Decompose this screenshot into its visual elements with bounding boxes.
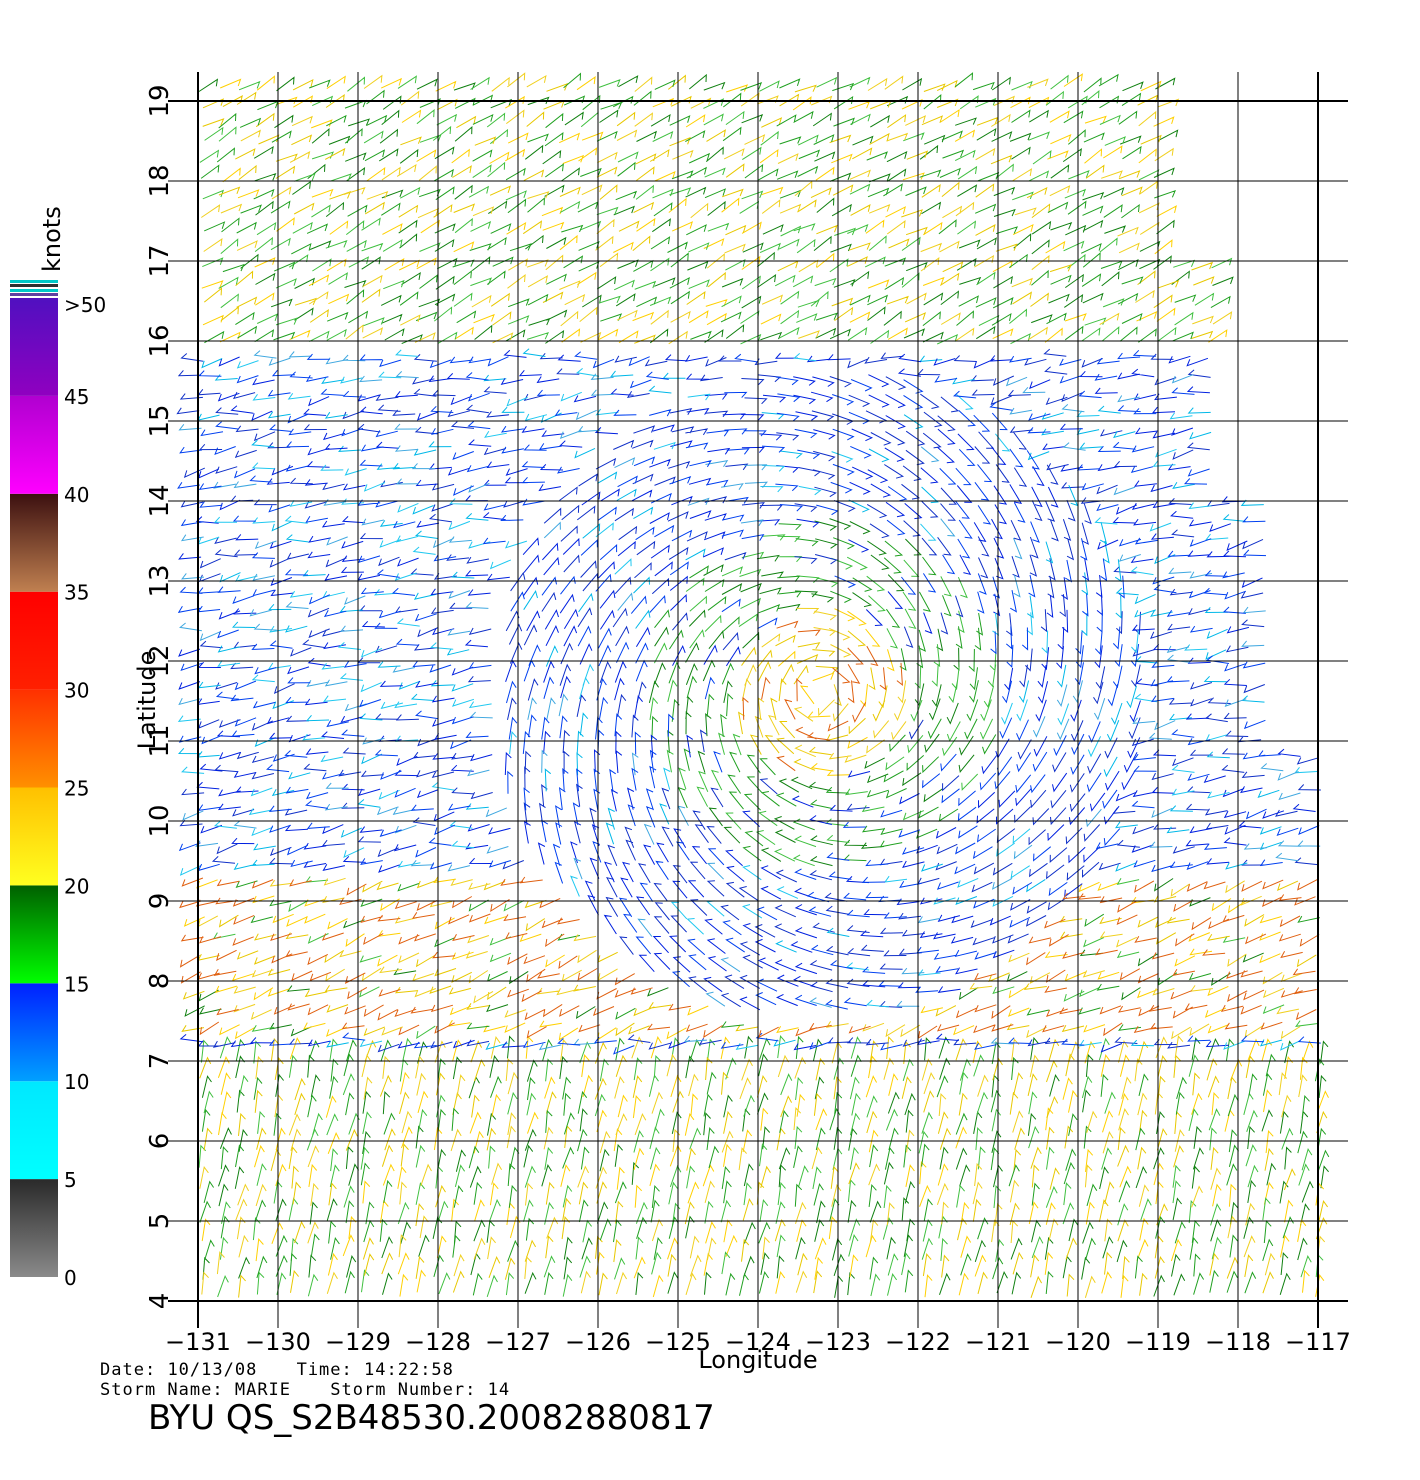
- colorbar-tick-label: 30: [64, 679, 89, 703]
- longitude-tick-labels: −131 −130 −129 −128 −127 −126 −125 −124 −123 −122…: [165, 1328, 1351, 1356]
- longitude-tick-label: −119: [1125, 1328, 1191, 1356]
- map-grid: [168, 72, 1348, 1328]
- colorbar-band: [10, 1179, 58, 1277]
- colorbar-tick-label: 10: [64, 1070, 89, 1094]
- latitude-tick-label: 6: [145, 1133, 175, 1150]
- colorbar-tick-label: 20: [64, 874, 89, 898]
- storm-number-value: 14: [487, 1380, 511, 1400]
- wind-barb-group: [177, 349, 1318, 1051]
- longitude-tick-label: −129: [325, 1328, 391, 1356]
- storm-info-line: Storm Name: MARIE Storm Number: 14: [100, 1380, 510, 1400]
- colorbar: 0 5 10 15 20 25 30 35 40 45 >50: [10, 280, 106, 1290]
- date-label: Date:: [100, 1360, 157, 1380]
- wind-barb-group: [199, 72, 1330, 1296]
- latitude-tick-label: 14: [145, 484, 175, 517]
- longitude-tick-label: −122: [885, 1328, 951, 1356]
- colorbar-cap: [10, 293, 58, 296]
- latitude-tick-label: 15: [145, 404, 175, 437]
- x-axis-label: Longitude: [698, 1346, 817, 1374]
- y-axis-label: Latitude: [133, 651, 161, 750]
- wind-barb-group: [198, 74, 1324, 1298]
- wind-barb-group: [178, 349, 1316, 1053]
- longitude-tick-label: −131: [165, 1328, 231, 1356]
- colorbar-tick-label: 15: [64, 972, 89, 996]
- latitude-tick-label: 8: [145, 973, 175, 990]
- longitude-tick-label: −120: [1045, 1328, 1111, 1356]
- latitude-tick-label: 19: [145, 84, 175, 117]
- wind-barbs: [176, 72, 1330, 1298]
- colorbar-band: [10, 983, 58, 1082]
- wind-barb-group: [177, 349, 1321, 1055]
- latitude-tick-label: 5: [145, 1213, 175, 1230]
- time-label: Time:: [296, 1360, 353, 1380]
- longitude-tick-label: −124: [725, 1328, 791, 1356]
- latitude-tick-label: 17: [145, 244, 175, 277]
- latitude-tick-label: 16: [145, 324, 175, 357]
- longitude-tick-label: −118: [1205, 1328, 1271, 1356]
- colorbar-tick-label: 40: [64, 483, 89, 507]
- latitude-tick-labels: 4 5 6 7 8 9 10 11 12 13 14 15 16 17 18 19: [145, 84, 175, 1309]
- latitude-tick-label: 10: [145, 804, 175, 837]
- latitude-tick-label: 12: [145, 644, 175, 677]
- longitude-tick-label: −128: [405, 1328, 471, 1356]
- colorbar-band: [10, 885, 58, 984]
- colorbar-cap: [10, 289, 58, 292]
- storm-number-label: Storm Number:: [330, 1380, 477, 1400]
- time-value: 14:22:58: [364, 1360, 454, 1380]
- colorbar-band: [10, 591, 58, 690]
- colorbar-band: [10, 1081, 58, 1180]
- longitude-tick-label: −125: [645, 1328, 711, 1356]
- longitude-tick-label: −130: [245, 1328, 311, 1356]
- colorbar-cap: [10, 284, 58, 287]
- storm-name-label: Storm Name:: [100, 1380, 224, 1400]
- colorbar-tick-label: 0: [64, 1266, 77, 1290]
- colorbar-cap: [10, 280, 58, 283]
- colorbar-band: [10, 787, 58, 886]
- longitude-tick-label: −127: [485, 1328, 551, 1356]
- latitude-tick-label: 13: [145, 564, 175, 597]
- colorbar-band: [10, 298, 58, 396]
- wind-barb-group: [178, 350, 1321, 1051]
- file-identifier: BYU QS_S2B48530.20082880817: [148, 1398, 715, 1438]
- colorbar-tick-label: 35: [64, 581, 89, 605]
- colorbar-band: [10, 395, 58, 494]
- latitude-tick-label: 7: [145, 1053, 175, 1070]
- date-time-line: Date: 10/13/08 Time: 14:22:58: [100, 1360, 454, 1380]
- colorbar-band: [10, 493, 58, 592]
- colorbar-tick-label: >50: [64, 293, 106, 317]
- latitude-tick-label: 9: [145, 893, 175, 910]
- colorbar-tick-label: 5: [64, 1168, 77, 1192]
- wind-barb-group: [181, 74, 1329, 1298]
- colorbar-tick-label: 45: [64, 385, 89, 409]
- longitude-tick-label: −123: [805, 1328, 871, 1356]
- wind-barb-group: [179, 620, 1320, 1040]
- latitude-tick-label: 18: [145, 164, 175, 197]
- longitude-tick-label: −126: [565, 1328, 631, 1356]
- longitude-tick-label: −117: [1285, 1328, 1351, 1356]
- latitude-tick-label: 4: [145, 1293, 175, 1310]
- wind-barb-group: [176, 348, 1321, 1053]
- date-value: 10/13/08: [167, 1360, 258, 1380]
- longitude-tick-label: −121: [965, 1328, 1031, 1356]
- storm-name-value: MARIE: [234, 1380, 292, 1400]
- colorbar-title: knots: [38, 206, 66, 272]
- colorbar-tick-label: 25: [64, 777, 89, 801]
- wind-barb-group: [184, 73, 1329, 1298]
- latitude-tick-label: 11: [145, 724, 175, 757]
- colorbar-band: [10, 689, 58, 788]
